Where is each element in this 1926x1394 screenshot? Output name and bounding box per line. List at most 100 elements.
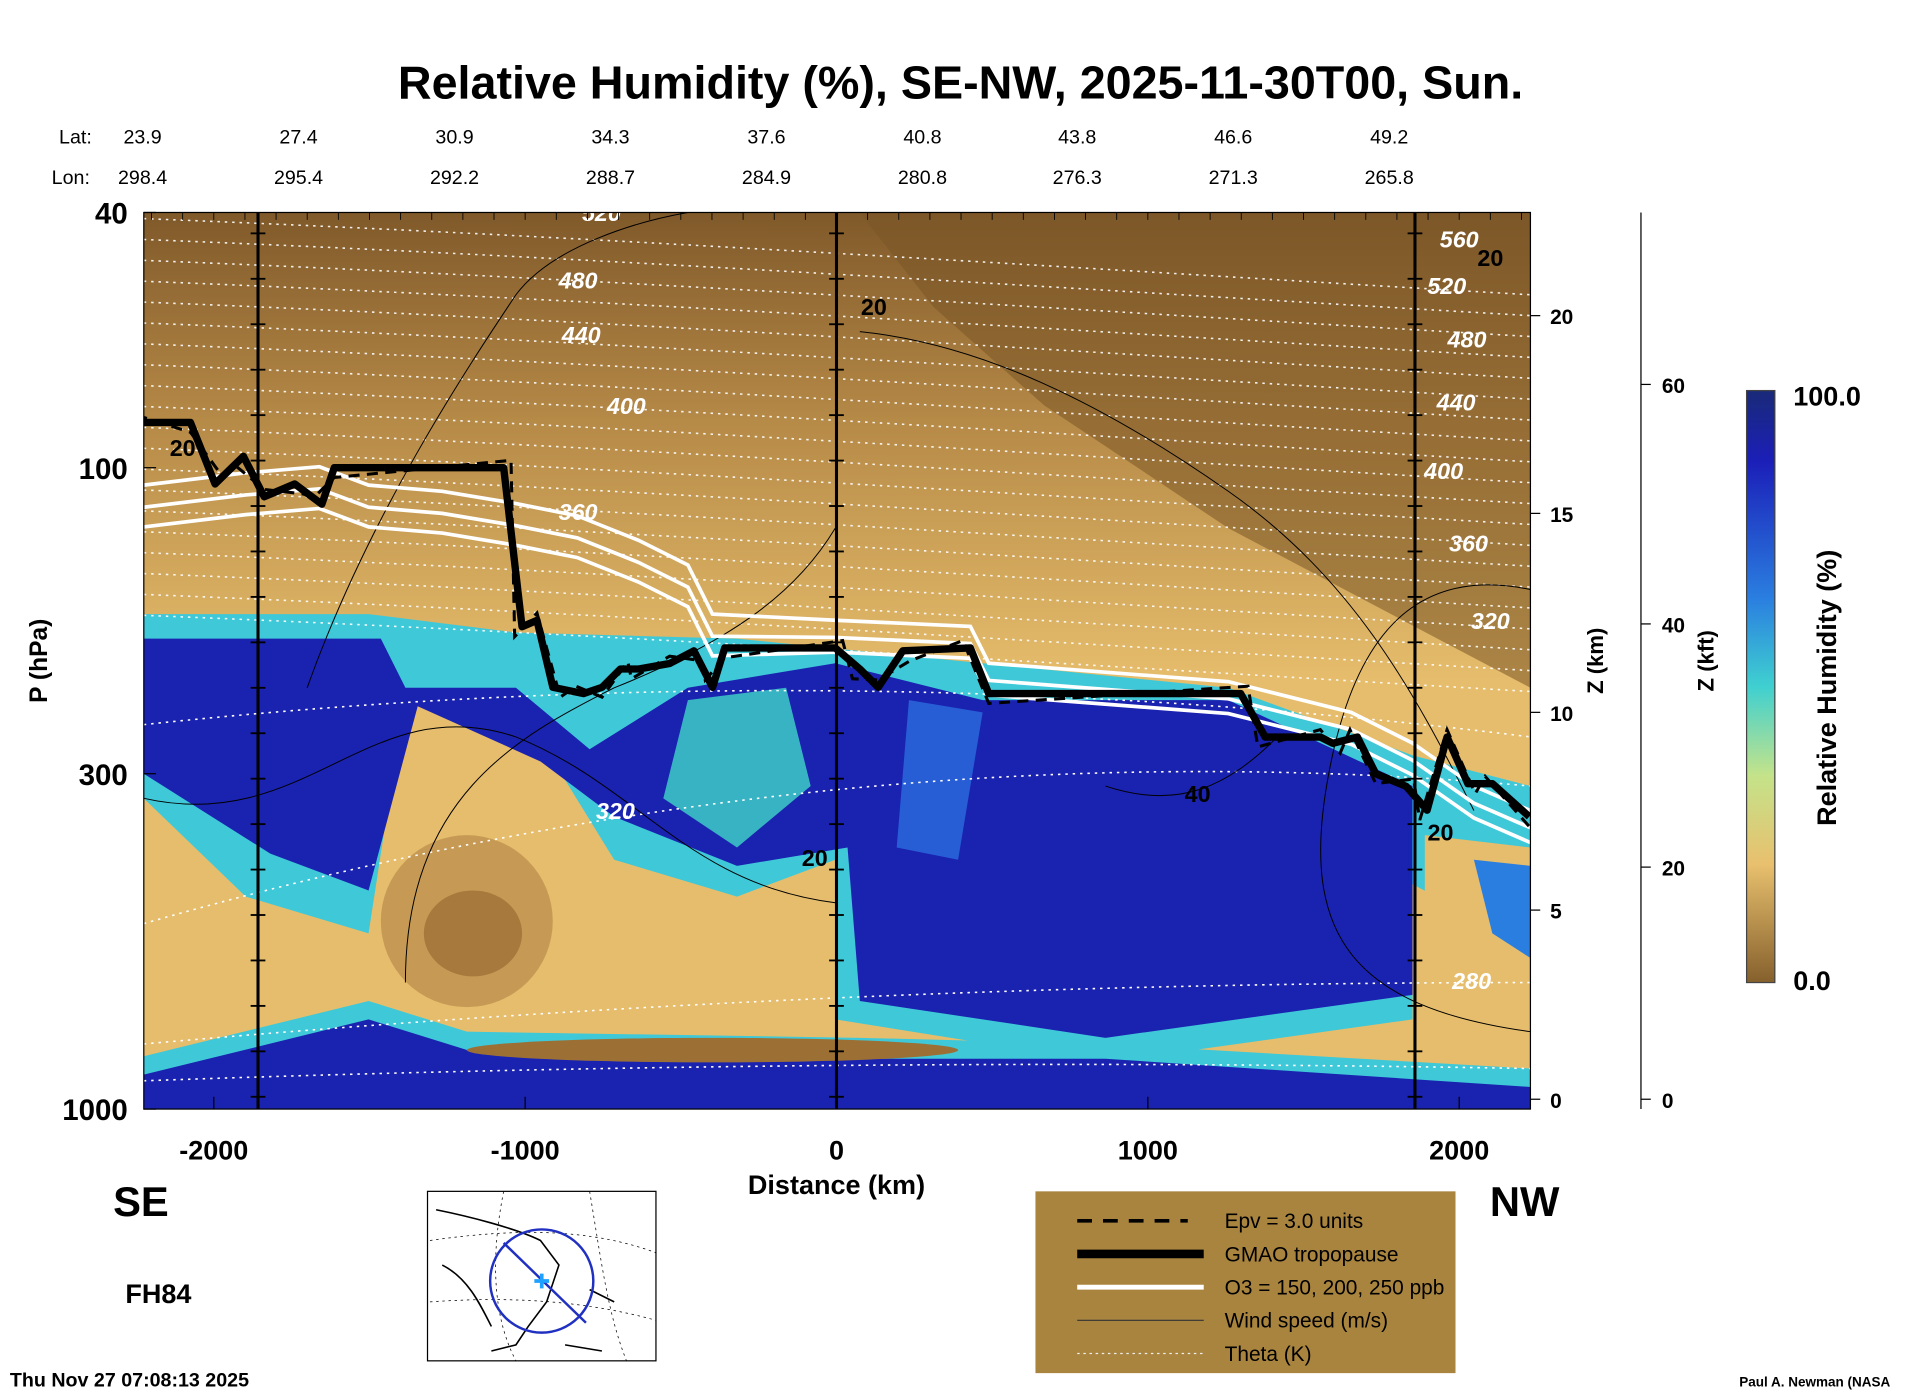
wind-label: 20 (170, 435, 196, 461)
theta-label: 560 (1440, 227, 1479, 253)
legend-tropopause: GMAO tropopause (1225, 1243, 1399, 1266)
theta-contour (143, 363, 1531, 442)
lat-value: 40.8 (903, 127, 941, 149)
wind-label: 20 (1477, 245, 1503, 271)
lat-value: 46.6 (1214, 127, 1252, 149)
theta-contour (143, 1063, 1531, 1082)
theta-contour (143, 322, 1531, 400)
theta-contour (143, 280, 1531, 359)
theta-contour (143, 259, 1531, 338)
zkm-tick-label: 5 (1550, 901, 1562, 924)
theta-label: 480 (1447, 327, 1487, 353)
legend-epv: Epv = 3.0 units (1225, 1210, 1364, 1233)
lat-value: 37.6 (747, 127, 785, 149)
zkm-axis-label: Z (km) (1583, 628, 1608, 694)
y-tick-label: 100 (79, 453, 128, 486)
theta-label: 360 (559, 499, 598, 525)
zkft-tick-label: 40 (1662, 615, 1685, 638)
theta-contour (143, 405, 1531, 484)
zkft-tick-label: 20 (1662, 858, 1685, 881)
theta-contour (143, 614, 1531, 693)
map-inset (426, 1190, 657, 1362)
zkft-tick-label: 60 (1662, 375, 1685, 398)
theta-contour (143, 447, 1531, 526)
legend-ozone: O3 = 150, 200, 250 ppb (1225, 1277, 1445, 1300)
theta-contour (143, 238, 1531, 317)
wind-label: 20 (1428, 820, 1454, 846)
theta-contour (143, 572, 1531, 651)
x-tick-label: -1000 (491, 1135, 560, 1165)
rh-field: 560 520 480 440 400 360 320 280 520 480 440 400 360 3… (143, 200, 1531, 1110)
theta-contour (143, 551, 1531, 630)
lat-value: 23.9 (123, 127, 161, 149)
lon-value: 265.8 (1365, 167, 1414, 189)
zkm-tick-label: 0 (1550, 1090, 1562, 1113)
x-tick-label: 0 (829, 1135, 844, 1165)
ozone-contour (143, 486, 1531, 830)
chart-title: Relative Humidity (%), SE-NW, 2025-11-30… (398, 56, 1523, 108)
lat-value: 43.8 (1058, 127, 1096, 149)
lat-value: 49.2 (1370, 127, 1408, 149)
lon-value: 276.3 (1053, 167, 1102, 189)
theta-contour (143, 301, 1531, 380)
theta-contour (143, 343, 1531, 421)
nw-label: NW (1490, 1178, 1560, 1225)
tropopause-line (143, 418, 1531, 820)
x-tick-label: 2000 (1429, 1135, 1489, 1165)
theta-contour (143, 489, 1531, 567)
epv-line (143, 415, 1531, 828)
colorbar (1745, 389, 1776, 984)
theta-contour (143, 217, 1531, 296)
zkm-tick-label: 10 (1550, 703, 1573, 726)
theta-label: 360 (1449, 531, 1488, 557)
theta-contour (143, 593, 1531, 672)
lon-value: 292.2 (430, 167, 479, 189)
credit: Paul A. Newman (NASA (1739, 1375, 1890, 1390)
lon-value: 295.4 (274, 167, 323, 189)
zkm-tick-label: 20 (1550, 306, 1573, 329)
lat-value: 27.4 (279, 127, 317, 149)
theta-contour (143, 468, 1531, 547)
y-tick-label: 40 (95, 198, 128, 231)
theta-label: 280 (1451, 968, 1491, 994)
lat-label: Lat: (59, 127, 92, 149)
theta-label: 480 (558, 268, 598, 294)
legend-wind: Wind speed (m/s) (1225, 1310, 1388, 1333)
lat-lon-row: 23.9 27.4 30.9 34.3 37.6 40.8 43.8 46.6 49.2 298.… (118, 127, 1414, 190)
forecast-hour: FH84 (125, 1279, 191, 1309)
timestamp: Thu Nov 27 07:08:13 2025 (10, 1370, 249, 1392)
lon-label: Lon: (52, 167, 90, 189)
theta-contour (143, 384, 1531, 463)
lon-value: 284.9 (742, 167, 791, 189)
theta-label: 400 (606, 393, 646, 419)
ozone-contour (143, 464, 1531, 813)
y-tick-label: 300 (79, 759, 128, 792)
legend-theta: Theta (K) (1225, 1343, 1312, 1366)
lat-value: 30.9 (435, 127, 473, 149)
theta-contour (143, 426, 1531, 505)
wind-label: 20 (861, 294, 887, 320)
theta-label: 440 (561, 322, 601, 348)
legend: Epv = 3.0 units GMAO tropopause O3 = 150… (1035, 1191, 1456, 1374)
wind-label: 20 (802, 845, 828, 871)
theta-label: 320 (1471, 608, 1510, 634)
y-axis-label: P (hPa) (26, 619, 53, 703)
lat-value: 34.3 (591, 127, 629, 149)
theta-contour (143, 531, 1531, 609)
wind-label: 40 (1185, 781, 1211, 807)
lon-value: 298.4 (118, 167, 167, 189)
center-marker-icon (534, 1273, 550, 1289)
colorbar-label: Relative Humidity (%) (1812, 550, 1842, 826)
colorbar-min: 0.0 (1793, 966, 1831, 996)
zkft-tick-label: 0 (1662, 1090, 1674, 1113)
theta-label: 400 (1423, 458, 1463, 484)
zkft-axis-label: Z (kft) (1693, 630, 1718, 691)
lon-value: 288.7 (586, 167, 635, 189)
y-tick-label: 1000 (62, 1094, 128, 1127)
zkm-tick-label: 15 (1550, 504, 1574, 527)
x-axis-label: Distance (km) (748, 1170, 925, 1200)
theta-label: 520 (582, 200, 621, 226)
lon-value: 280.8 (898, 167, 947, 189)
theta-label: 320 (596, 798, 635, 824)
